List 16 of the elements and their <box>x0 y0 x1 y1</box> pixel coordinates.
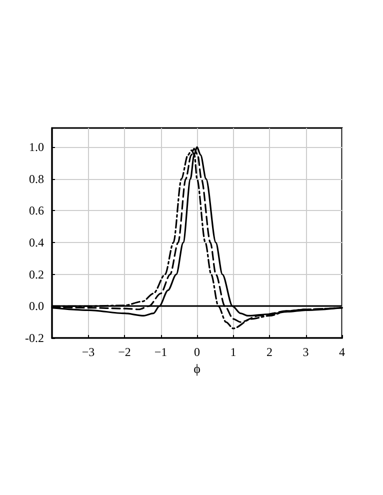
x-tick-label: 4 <box>339 345 345 359</box>
x-tick-label: −1 <box>154 345 168 359</box>
y-tick-label: 1.0 <box>29 140 44 154</box>
x-axis-title: ϕ <box>194 361 201 376</box>
x-tick-label: 3 <box>302 345 309 359</box>
y-tick-label: 0.4 <box>29 236 44 250</box>
x-tick-label: −2 <box>118 345 131 359</box>
y-tick-label: 0.6 <box>29 204 44 218</box>
x-tick-label: 2 <box>266 345 272 359</box>
y-tick-label: -0.2 <box>25 331 44 345</box>
x-tick-label: 0 <box>194 345 200 359</box>
y-tick-label: 0.2 <box>29 267 44 282</box>
x-tick-label: 1 <box>230 345 236 359</box>
y-tick-label: 0.8 <box>29 172 44 186</box>
x-tick-label: −3 <box>82 345 95 359</box>
y-tick-label: 0.0 <box>29 299 44 314</box>
